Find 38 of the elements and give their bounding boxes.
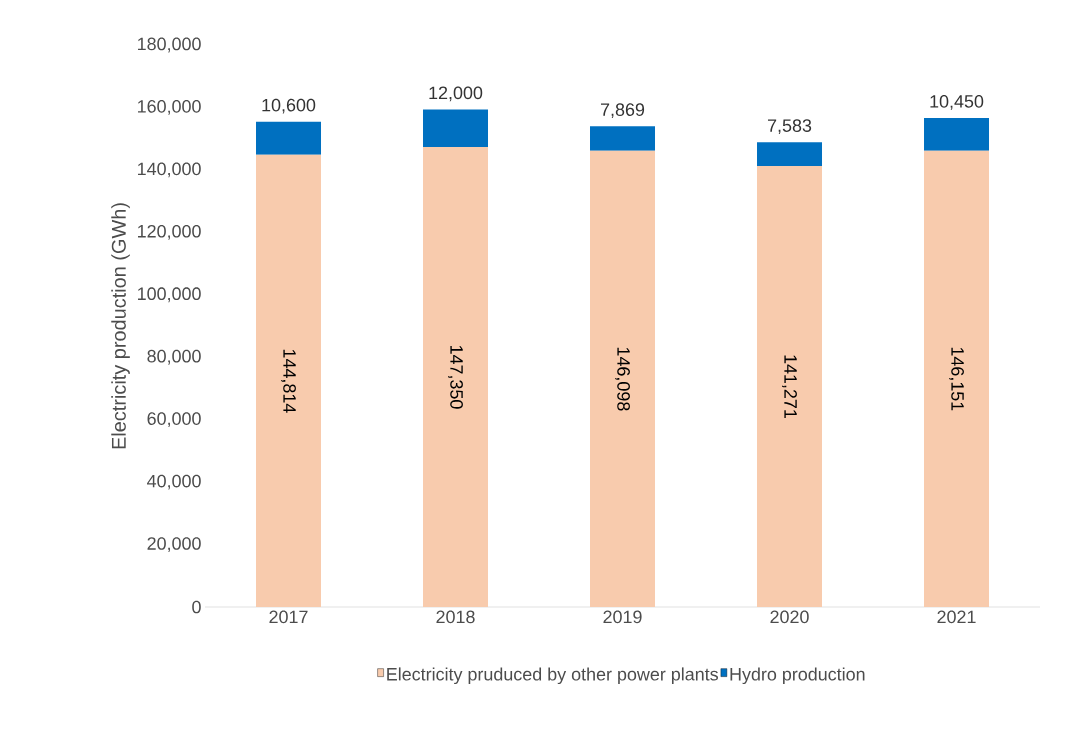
y-tick-label: 160,000 xyxy=(138,100,201,115)
y-tick-label: 40,000 xyxy=(147,474,201,490)
y-tick-label: 60,000 xyxy=(147,412,201,428)
bar xyxy=(590,126,655,151)
data-label: 141,271 xyxy=(782,355,797,418)
x-tick-label: 2018 xyxy=(436,610,475,624)
data-label: 146,151 xyxy=(949,347,964,411)
bar xyxy=(423,146,488,607)
y-tick-label: 180,000 xyxy=(138,37,201,53)
data-label: 10,600 xyxy=(262,98,316,114)
y-tick-label: 100,000 xyxy=(138,287,201,303)
y-tick-label: 80,000 xyxy=(147,349,201,365)
bar xyxy=(924,118,990,151)
bar xyxy=(757,142,823,166)
x-tick-label: 2020 xyxy=(770,610,809,624)
x-tick-label: 2017 xyxy=(269,610,308,624)
data-label: 146,098 xyxy=(615,347,630,411)
bar xyxy=(256,154,321,607)
data-label: 147,350 xyxy=(448,345,463,409)
x-tick-label: 2021 xyxy=(937,610,976,624)
legend-label: Electricity pruduced by other power plants xyxy=(387,667,718,685)
data-label: 7,869 xyxy=(600,103,645,119)
bar xyxy=(757,165,823,607)
y-axis-title: Electricity production (GWh) xyxy=(111,203,130,449)
data-label: 144,814 xyxy=(281,349,296,413)
y-tick-label: 140,000 xyxy=(138,162,201,178)
bar xyxy=(924,150,990,607)
data-label: 12,000 xyxy=(429,86,483,102)
x-tick-label: 2019 xyxy=(603,610,642,624)
bar xyxy=(590,150,655,607)
bar xyxy=(256,121,321,155)
y-tick-label: 0 xyxy=(192,600,201,614)
y-tick-label: 120,000 xyxy=(138,224,201,240)
y-tick-label: 20,000 xyxy=(147,537,201,552)
data-label: 10,450 xyxy=(930,95,984,110)
legend-label: Hydro production xyxy=(730,667,865,685)
bar xyxy=(423,109,488,147)
data-label: 7,583 xyxy=(767,119,812,135)
